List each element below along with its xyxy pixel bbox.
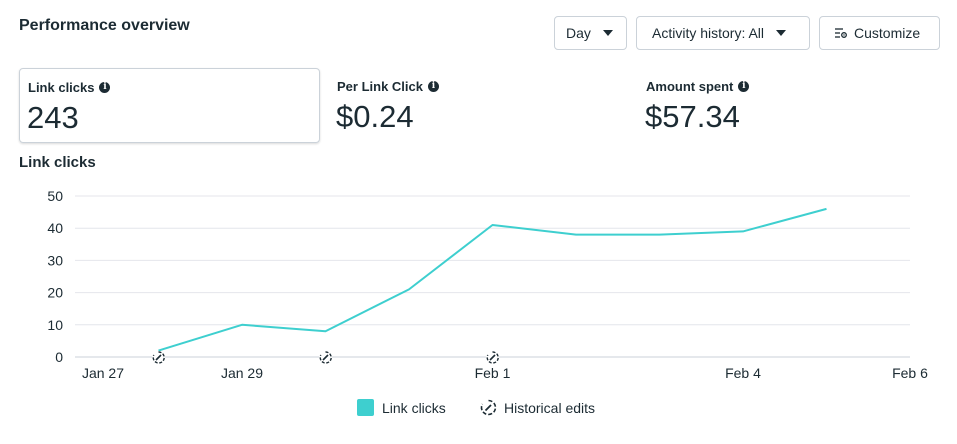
chevron-down-icon xyxy=(602,30,613,36)
info-icon[interactable]: i xyxy=(738,81,750,92)
metric-value: $57.34 xyxy=(645,99,740,134)
customize-icon xyxy=(835,28,847,38)
y-tick-label: 50 xyxy=(47,188,63,204)
metric-label: Per Link Click i xyxy=(337,79,439,94)
info-icon[interactable]: i xyxy=(99,82,111,93)
info-icon[interactable]: i xyxy=(427,81,439,92)
metric-card-amount-spent[interactable]: Amount spent i $57.34 xyxy=(638,68,938,143)
historical-edit-marker[interactable] xyxy=(319,351,332,364)
legend-item-link-clicks[interactable]: Link clicks xyxy=(357,399,446,416)
metric-label: Link clicks i xyxy=(28,80,111,95)
day-dropdown[interactable]: Day xyxy=(554,16,627,50)
chart-title: Link clicks xyxy=(19,154,96,171)
historical-edit-marker[interactable] xyxy=(152,351,165,364)
historical-edit-marker[interactable] xyxy=(486,351,499,364)
y-tick-label: 0 xyxy=(55,349,63,365)
legend-swatch xyxy=(357,399,374,416)
metric-card-per-link-click[interactable]: Per Link Click i $0.24 xyxy=(329,68,629,143)
x-tick-label: Jan 29 xyxy=(221,365,263,381)
legend-item-historical-edits[interactable]: Historical edits xyxy=(480,399,595,416)
metric-value: 243 xyxy=(27,100,79,135)
x-tick-label: Feb 6 xyxy=(892,365,928,381)
series-line-link-clicks xyxy=(158,207,827,352)
x-tick-label: Feb 4 xyxy=(725,365,761,381)
customize-button[interactable]: Customize xyxy=(819,16,940,50)
metric-value: $0.24 xyxy=(336,99,414,134)
customize-label: Customize xyxy=(854,25,921,41)
y-tick-label: 20 xyxy=(47,285,63,301)
metric-card-link-clicks[interactable]: Link clicks i 243 xyxy=(19,68,320,143)
chevron-down-icon xyxy=(776,30,787,36)
x-tick-label: Feb 1 xyxy=(475,365,511,381)
x-tick-label: Jan 27 xyxy=(82,365,124,381)
activity-history-label: Activity history: All xyxy=(652,25,765,41)
metric-label: Amount spent i xyxy=(646,79,750,94)
legend-label: Historical edits xyxy=(504,399,596,416)
y-tick-label: 10 xyxy=(47,317,63,333)
y-tick-label: 40 xyxy=(47,220,63,236)
y-tick-label: 30 xyxy=(47,252,63,268)
historical-edit-icon xyxy=(480,399,497,416)
activity-history-dropdown[interactable]: Activity history: All xyxy=(636,16,810,50)
day-dropdown-label: Day xyxy=(566,25,591,41)
legend-label: Link clicks xyxy=(382,399,446,416)
page-title: Performance overview xyxy=(19,17,190,34)
